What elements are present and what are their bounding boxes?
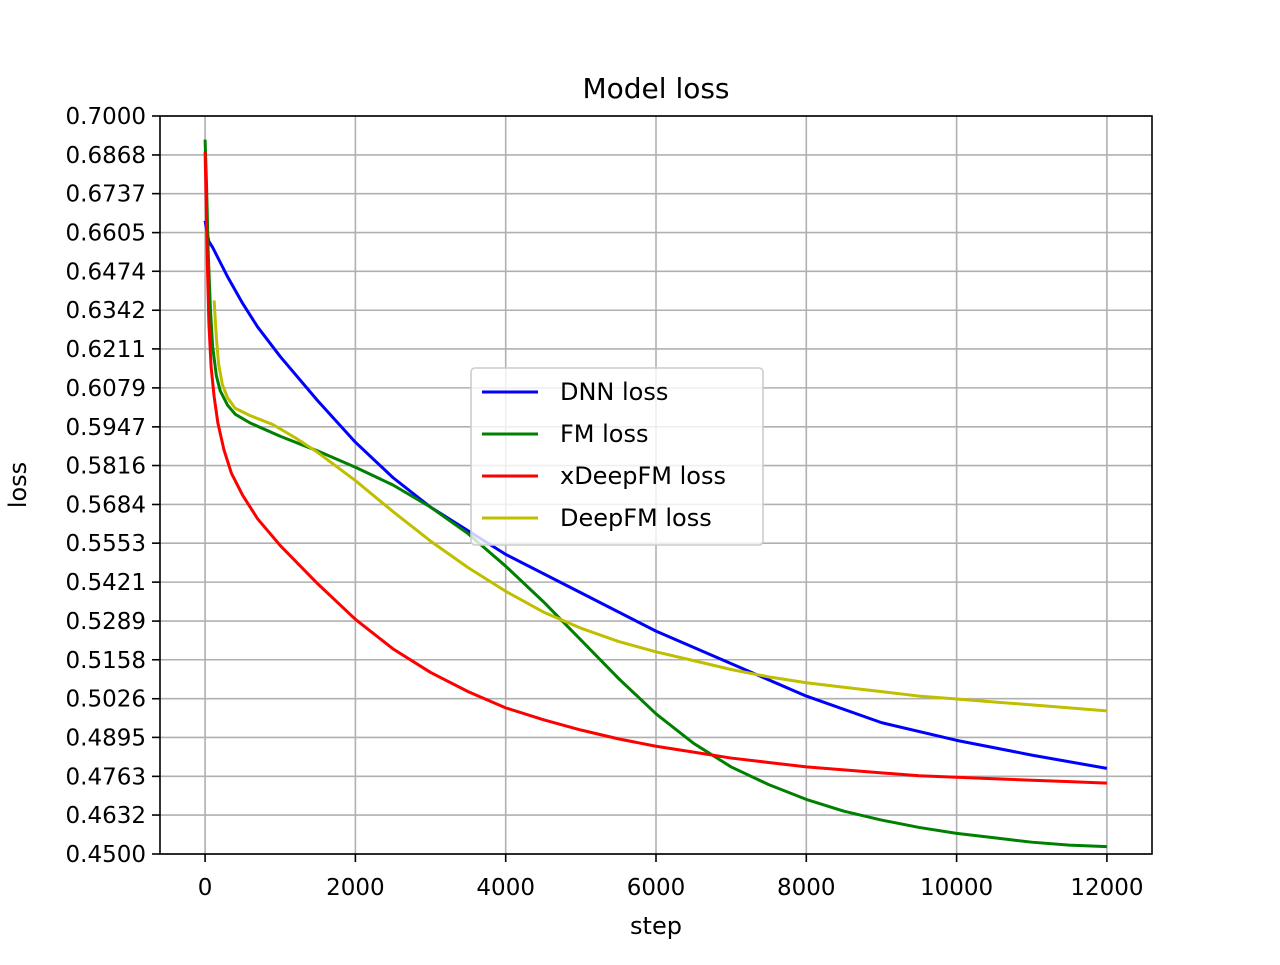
legend-label: xDeepFM loss [560,462,726,490]
y-tick-label: 0.6211 [66,337,146,363]
grid-layer [160,115,1152,855]
y-tick-label: 0.5289 [66,609,146,635]
y-tick-label: 0.6474 [66,259,146,285]
y-tick-label: 0.7000 [66,104,146,130]
x-tick-label: 12000 [1070,875,1143,901]
legend: DNN loss FM loss xDeepFM loss DeepFM loss [470,367,764,546]
y-tick-label: 0.5026 [66,687,146,713]
series-line-xdeepfm-loss [203,151,1107,785]
y-tick-label: 0.6737 [66,182,146,208]
x-tick-label: 4000 [476,875,535,901]
y-tick-label: 0.5947 [66,415,146,441]
y-tick-label: 0.5158 [66,648,146,674]
y-tick-label: 0.4500 [66,842,146,868]
y-tick-label: 0.6605 [66,221,146,247]
series-line-deepfm-loss [212,300,1108,713]
series-line-fm-loss [203,139,1107,849]
y-axis-label: loss [4,462,32,508]
y-tick-label: 0.5553 [66,531,146,557]
y-tick-label: 0.5816 [66,454,146,480]
legend-label: FM loss [560,420,649,448]
y-tick-label: 0.6079 [66,376,146,402]
legend-label: DNN loss [560,378,668,406]
y-tick-label: 0.6342 [66,298,146,324]
series-line-dnn-loss [203,220,1108,770]
series-layer [203,139,1108,849]
legend-box [470,367,764,546]
y-tick-label: 0.6868 [66,143,146,169]
x-tick-label: 2000 [326,875,385,901]
y-tick-label: 0.4632 [66,803,146,829]
chart-title: Model loss [582,72,729,105]
y-tick-label: 0.5684 [66,492,146,518]
x-tick-label: 6000 [627,875,686,901]
x-tick-label: 8000 [777,875,836,901]
y-tick-label: 0.4763 [66,764,146,790]
legend-label: DeepFM loss [560,504,712,532]
tick-layer: 0 2000 4000 6000 8000 10000 12000 0.4500 0.4632 0… [66,104,1144,901]
x-axis-label: step [630,912,682,940]
x-tick-label: 0 [198,875,213,901]
y-tick-label: 0.4895 [66,725,146,751]
x-tick-label: 10000 [920,875,993,901]
y-tick-label: 0.5421 [66,570,146,596]
